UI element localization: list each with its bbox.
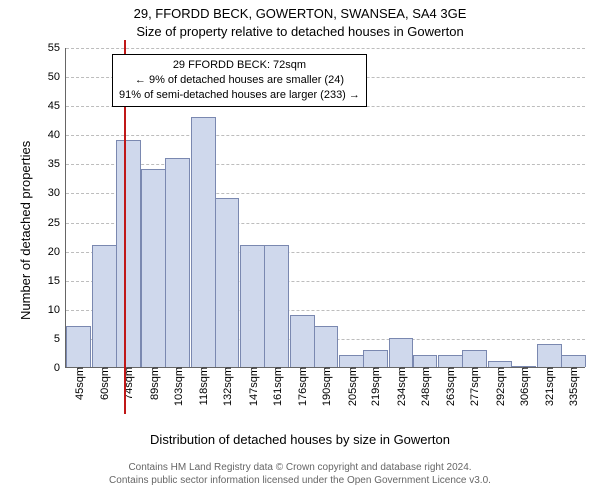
x-tick-label: 219sqm <box>368 367 382 406</box>
histogram-bar <box>314 326 339 367</box>
histogram-bar <box>215 198 240 367</box>
histogram-bar <box>339 355 364 367</box>
x-tick-label: 176sqm <box>295 367 309 406</box>
histogram-bar <box>240 245 265 367</box>
y-tick-label: 20 <box>48 246 66 258</box>
x-tick-label: 60sqm <box>97 367 111 400</box>
x-tick-label: 103sqm <box>171 367 185 406</box>
y-tick-label: 50 <box>48 71 66 83</box>
y-tick-label: 40 <box>48 129 66 141</box>
y-tick-label: 5 <box>54 333 66 345</box>
page-title-address: 29, FFORDD BECK, GOWERTON, SWANSEA, SA4 … <box>0 6 600 21</box>
y-axis-label: Number of detached properties <box>18 141 33 320</box>
attribution-footer: Contains HM Land Registry data © Crown c… <box>0 462 600 487</box>
x-tick-label: 89sqm <box>147 367 161 400</box>
histogram-bar <box>141 169 166 367</box>
annotation-line-2: ← 9% of detached houses are smaller (24) <box>119 73 360 88</box>
histogram-bar <box>92 245 117 367</box>
histogram-bar <box>561 355 586 367</box>
annotation-line-3: 91% of semi-detached houses are larger (… <box>119 88 360 103</box>
property-annotation-box: 29 FFORDD BECK: 72sqm ← 9% of detached h… <box>112 54 367 107</box>
x-tick-label: 190sqm <box>319 367 333 406</box>
y-tick-label: 30 <box>48 187 66 199</box>
histogram-bar <box>165 158 190 367</box>
x-tick-label: 248sqm <box>418 367 432 406</box>
x-tick-label: 118sqm <box>196 367 210 405</box>
x-tick-label: 205sqm <box>345 367 359 406</box>
histogram-bar <box>191 117 216 367</box>
y-tick-label: 45 <box>48 100 66 112</box>
x-tick-label: 335sqm <box>566 367 580 406</box>
x-axis-label: Distribution of detached houses by size … <box>0 432 600 447</box>
footer-line-2: Contains public sector information licen… <box>0 475 600 488</box>
histogram-bar <box>462 350 487 367</box>
x-tick-label: 263sqm <box>443 367 457 406</box>
histogram-bar <box>438 355 463 367</box>
histogram-bar <box>389 338 414 367</box>
x-tick-label: 147sqm <box>246 367 260 406</box>
histogram-bar <box>264 245 289 367</box>
y-tick-label: 10 <box>48 304 66 316</box>
histogram-bar <box>66 326 91 367</box>
x-tick-label: 234sqm <box>394 367 408 406</box>
annotation-line-1: 29 FFORDD BECK: 72sqm <box>119 58 360 73</box>
x-tick-label: 132sqm <box>220 367 234 406</box>
gridline <box>66 135 585 136</box>
y-tick-label: 0 <box>54 362 66 374</box>
x-tick-label: 321sqm <box>542 367 556 406</box>
x-tick-label: 277sqm <box>467 367 481 406</box>
histogram-bar <box>290 315 315 367</box>
y-tick-label: 55 <box>48 42 66 54</box>
gridline <box>66 48 585 49</box>
gridline <box>66 164 585 165</box>
histogram-bar <box>116 140 141 367</box>
x-tick-label: 45sqm <box>72 367 86 400</box>
x-tick-label: 306sqm <box>517 367 531 406</box>
page-title-subtitle: Size of property relative to detached ho… <box>0 24 600 39</box>
x-tick-label: 292sqm <box>493 367 507 406</box>
x-tick-label: 161sqm <box>270 367 284 406</box>
histogram-bar <box>537 344 562 367</box>
histogram-bar <box>413 355 438 367</box>
y-tick-label: 25 <box>48 217 66 229</box>
footer-line-1: Contains HM Land Registry data © Crown c… <box>0 462 600 475</box>
y-tick-label: 15 <box>48 275 66 287</box>
y-tick-label: 35 <box>48 158 66 170</box>
histogram-bar <box>363 350 388 367</box>
